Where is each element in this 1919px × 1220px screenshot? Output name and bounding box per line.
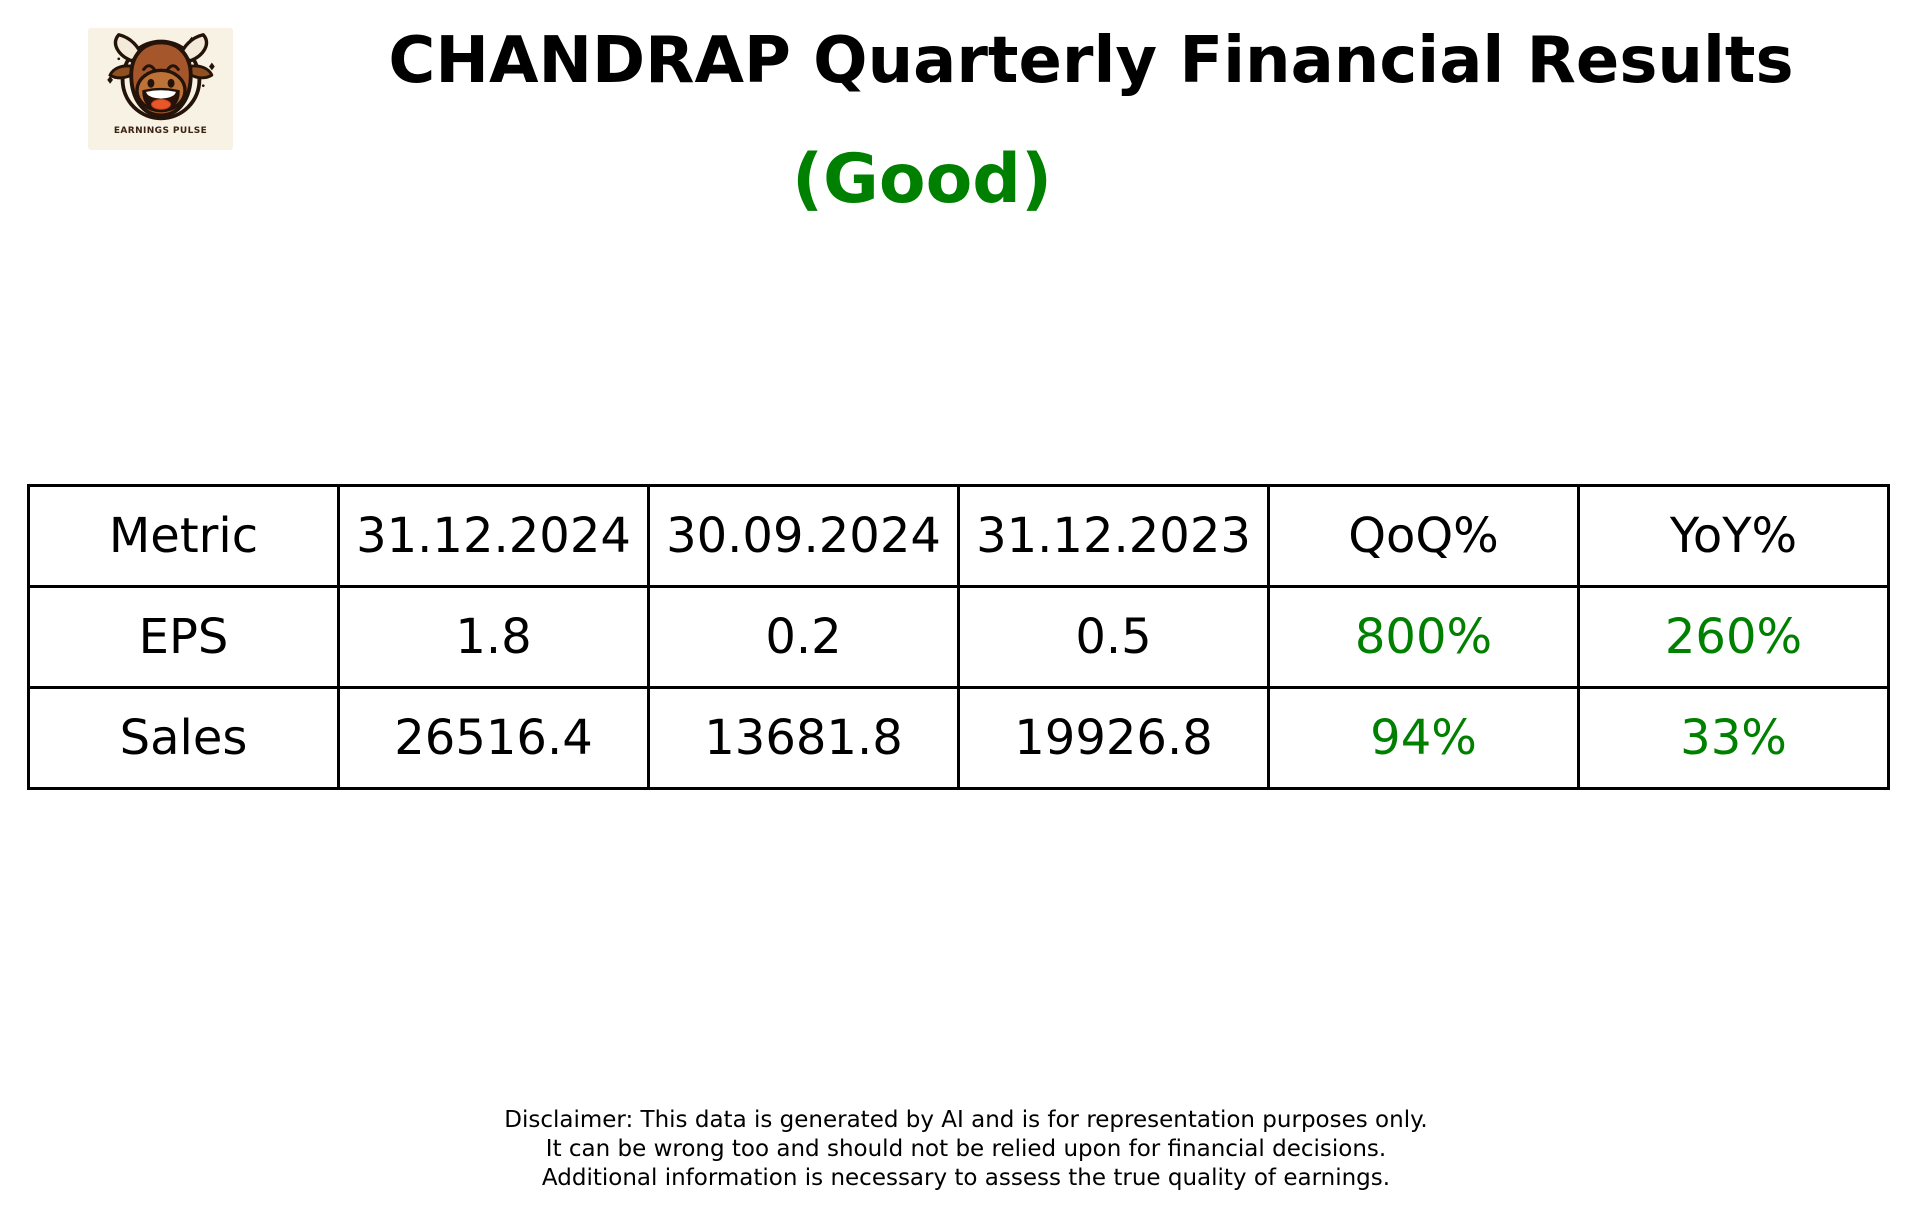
cell-sales-current: 26516.4 (337, 686, 650, 790)
column-header-q-previous: 30.09.2024 (647, 484, 960, 588)
cell-eps-yearago: 0.5 (957, 585, 1270, 689)
page-title: CHANDRAP Quarterly Financial Results (388, 24, 1794, 98)
table-row-sales: Sales 26516.4 13681.8 19926.8 94% 33% (27, 686, 1890, 790)
cell-sales-previous: 13681.8 (647, 686, 960, 790)
logo-brand-text: EARNINGS PULSE (113, 126, 208, 136)
table-header-row: Metric 31.12.2024 30.09.2024 31.12.2023 … (27, 484, 1890, 588)
cell-eps-yoy: 260% (1577, 585, 1890, 689)
cell-sales-yoy: 33% (1577, 686, 1890, 790)
column-header-qoq: QoQ% (1267, 484, 1580, 588)
column-header-q-current: 31.12.2024 (337, 484, 650, 588)
bull-mascot-icon (106, 33, 215, 121)
results-table-container: Metric 31.12.2024 30.09.2024 31.12.2023 … (27, 484, 1890, 790)
column-header-metric: Metric (27, 484, 340, 588)
disclaimer-text: Disclaimer: This data is generated by AI… (504, 1106, 1427, 1193)
disclaimer-line-2: It can be wrong too and should not be re… (545, 1136, 1387, 1162)
table-row-eps: EPS 1.8 0.2 0.5 800% 260% (27, 585, 1890, 689)
cell-eps-previous: 0.2 (647, 585, 960, 689)
column-header-q-yearago: 31.12.2023 (957, 484, 1270, 588)
cell-sales-qoq: 94% (1267, 686, 1580, 790)
cell-eps-current: 1.8 (337, 585, 650, 689)
earnings-pulse-logo: EARNINGS PULSE (88, 28, 233, 150)
cell-sales-metric: Sales (27, 686, 340, 790)
column-header-yoy: YoY% (1577, 484, 1890, 588)
disclaimer-line-1: Disclaimer: This data is generated by AI… (504, 1107, 1428, 1133)
cell-eps-qoq: 800% (1267, 585, 1580, 689)
cell-sales-yearago: 19926.8 (957, 686, 1270, 790)
quarterly-results-table: Metric 31.12.2024 30.09.2024 31.12.2023 … (27, 484, 1890, 790)
quality-rating-label: (Good) (791, 140, 1053, 219)
disclaimer-line-3: Additional information is necessary to a… (541, 1165, 1391, 1191)
cell-eps-metric: EPS (27, 585, 340, 689)
